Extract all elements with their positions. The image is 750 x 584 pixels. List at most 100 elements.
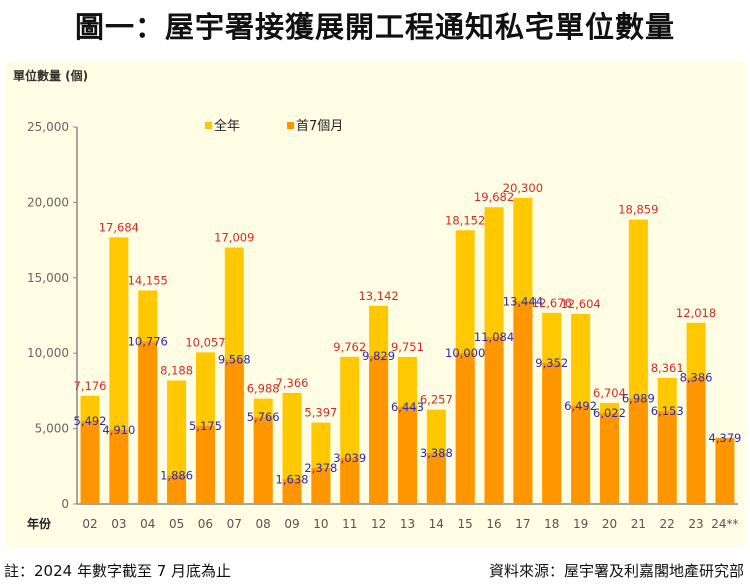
y-tick-label: 25,000 <box>27 120 69 134</box>
bar-first-7-months <box>311 468 331 504</box>
x-tick-label: 03 <box>111 517 126 531</box>
x-tick-label: 18 <box>544 517 559 531</box>
data-label-full-year: 10,057 <box>185 335 225 349</box>
data-label-full-year: 9,762 <box>333 340 366 354</box>
bar-first-7-months <box>340 458 360 504</box>
x-tick-label: 09 <box>284 517 299 531</box>
x-tick-label: 23 <box>688 517 703 531</box>
bar-first-7-months <box>599 413 619 504</box>
x-tick-label: 10 <box>313 517 328 531</box>
bar-first-7-months <box>253 417 273 504</box>
x-tick-label: 24** <box>711 517 738 531</box>
x-tick-label: 15 <box>458 517 473 531</box>
data-label-first-7-months: 2,378 <box>304 461 337 475</box>
data-label-first-7-months: 6,989 <box>622 392 655 406</box>
data-label-first-7-months: 1,886 <box>160 469 193 483</box>
data-label-full-year: 14,155 <box>128 274 168 288</box>
bar-first-7-months <box>484 336 504 504</box>
data-label-first-7-months: 5,175 <box>189 419 222 433</box>
y-tick-label: 10,000 <box>27 346 69 360</box>
data-label-full-year: 18,859 <box>618 203 658 217</box>
data-label-first-7-months: 6,492 <box>564 399 597 413</box>
bar-first-7-months <box>571 406 591 504</box>
data-label-full-year: 17,684 <box>99 220 139 234</box>
data-label-full-year: 18,152 <box>445 213 485 227</box>
x-tick-label: 22 <box>660 517 675 531</box>
bar-first-7-months <box>109 429 129 504</box>
x-tick-label: 13 <box>400 517 415 531</box>
x-tick-label: 04 <box>140 517 155 531</box>
data-label-full-year: 6,257 <box>420 393 453 407</box>
y-tick-label: 0 <box>61 497 69 511</box>
x-tick-label: 17 <box>515 517 530 531</box>
bar-first-7-months <box>282 479 302 504</box>
x-tick-label: 05 <box>169 517 184 531</box>
bar-first-7-months <box>513 301 533 504</box>
bar-first-7-months <box>542 362 562 504</box>
x-tick-label: 07 <box>227 517 242 531</box>
data-label-first-7-months: 4,910 <box>102 423 135 437</box>
x-tick-label: 02 <box>82 517 97 531</box>
legend-swatch <box>287 122 294 129</box>
legend-label: 全年 <box>214 118 240 134</box>
bar-first-7-months <box>224 359 244 504</box>
data-label-first-7-months: 5,492 <box>74 414 107 428</box>
legend-swatch <box>205 122 212 129</box>
page-title: 圖一：屋宇署接獲展開工程通知私宅單位數量 <box>74 10 675 44</box>
x-axis-label: 年份 <box>27 516 52 531</box>
data-label-full-year: 5,397 <box>304 406 337 420</box>
x-tick-label: 12 <box>371 517 386 531</box>
bar-first-7-months <box>686 377 706 504</box>
bar-chart: 單位數量 (個) 0 5,000 10,000 15,000 20,000 25,000 全年… <box>13 68 741 531</box>
source-note: 資料來源：屋宇署及利嘉閣地產研究部 <box>488 562 744 580</box>
data-label-first-7-months: 1,638 <box>276 472 309 486</box>
data-label-first-7-months: 11,084 <box>474 330 514 344</box>
x-tick-label: 11 <box>342 517 357 531</box>
y-tick-label: 5,000 <box>35 422 69 436</box>
data-label-full-year: 6,988 <box>247 382 280 396</box>
x-tick-label: 21 <box>631 517 646 531</box>
x-tick-label: 19 <box>573 517 588 531</box>
data-label-first-7-months: 10,000 <box>445 346 485 360</box>
y-tick-label: 20,000 <box>27 195 69 209</box>
data-label-first-7-months: 3,388 <box>420 446 453 460</box>
bar-full-year <box>282 392 302 504</box>
data-label-first-7-months: 13,444 <box>503 294 543 308</box>
data-label-first-7-months: 8,386 <box>680 371 713 385</box>
data-label-first-7-months: 6,022 <box>593 406 626 420</box>
data-label-full-year: 12,018 <box>676 306 716 320</box>
bar-first-7-months <box>369 355 389 504</box>
y-axis-label: 單位數量 (個) <box>13 68 88 83</box>
bar-first-7-months <box>628 398 648 504</box>
data-label-full-year: 7,366 <box>276 376 309 390</box>
bar-first-7-months <box>138 341 158 504</box>
data-label-full-year: 12,676 <box>532 296 572 310</box>
data-label-full-year: 7,176 <box>74 379 107 393</box>
bar-first-7-months <box>455 353 475 504</box>
data-label-full-year: 13,142 <box>358 289 398 303</box>
data-label-first-7-months: 4,379 <box>708 431 741 445</box>
data-label-first-7-months: 6,153 <box>651 404 684 418</box>
data-label-first-7-months: 5,766 <box>247 410 280 424</box>
bar-first-7-months <box>397 406 417 504</box>
x-tick-label: 14 <box>429 517 444 531</box>
bar-first-7-months <box>167 475 187 504</box>
data-label-full-year: 12,604 <box>560 297 600 311</box>
bar-first-7-months <box>195 425 215 504</box>
bar-first-7-months <box>657 411 677 504</box>
bar-first-7-months <box>715 437 735 504</box>
x-tick-label: 06 <box>198 517 213 531</box>
bar-first-7-months <box>80 421 100 504</box>
chart-panel: 單位數量 (個) 0 5,000 10,000 15,000 20,000 25,000 全年… <box>5 62 745 548</box>
data-label-full-year: 20,300 <box>503 181 543 195</box>
data-label-first-7-months: 6,443 <box>391 400 424 414</box>
data-label-full-year: 9,751 <box>391 340 424 354</box>
bar-first-7-months <box>426 452 446 504</box>
data-label-first-7-months: 9,352 <box>535 356 568 370</box>
x-tick-label: 20 <box>602 517 617 531</box>
data-label-full-year: 19,682 <box>474 190 514 204</box>
bar-full-year <box>167 380 187 504</box>
data-label-first-7-months: 9,829 <box>362 349 395 363</box>
legend-label: 首7個月 <box>296 119 343 134</box>
data-label-first-7-months: 10,776 <box>128 334 168 348</box>
